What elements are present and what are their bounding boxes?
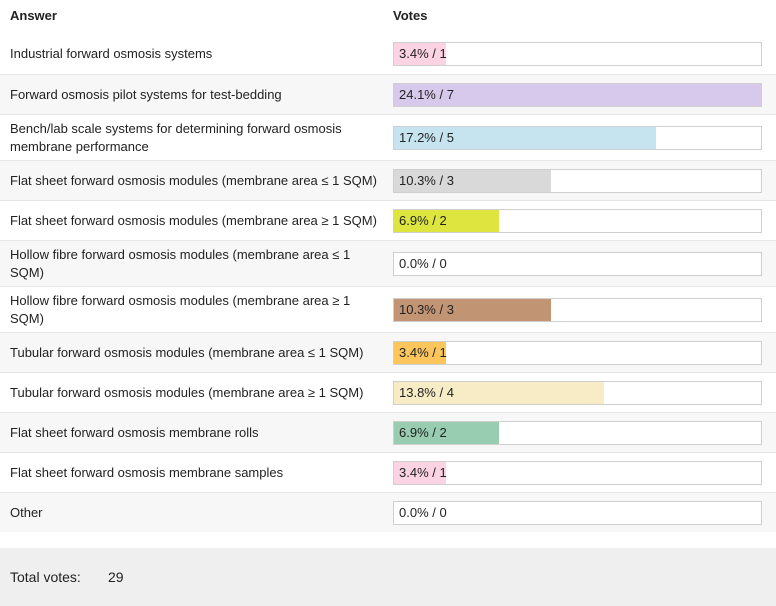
vote-bar-label: 13.8% / 4 [399,385,454,400]
vote-bar-track: 3.4% / 1 [393,42,762,66]
vote-bar [394,210,499,232]
answer-label: Flat sheet forward osmosis modules (memb… [10,173,377,188]
answer-label: Hollow fibre forward osmosis modules (me… [10,293,351,326]
answer-label: Flat sheet forward osmosis modules (memb… [10,213,377,228]
vote-bar-track: 6.9% / 2 [393,209,762,233]
vote-bar-label: 10.3% / 3 [399,302,454,317]
poll-row: Other 0.0% / 0 [0,492,776,532]
vote-bar-label: 3.4% / 1 [399,465,447,480]
answer-label: Other [10,505,43,520]
vote-bar-track: 10.3% / 3 [393,298,762,322]
poll-row: Bench/lab scale systems for determining … [0,114,776,160]
answer-column-header: Answer [10,8,57,23]
poll-row: Flat sheet forward osmosis membrane samp… [0,452,776,492]
answer-label: Forward osmosis pilot systems for test-b… [10,87,282,102]
poll-row: Hollow fibre forward osmosis modules (me… [0,286,776,332]
vote-bar-track: 6.9% / 2 [393,421,762,445]
poll-row: Industrial forward osmosis systems 3.4% /… [0,34,776,74]
vote-bar [394,462,446,484]
answer-label: Hollow fibre forward osmosis modules (me… [10,247,351,280]
vote-bar [394,299,551,321]
poll-row: Forward osmosis pilot systems for test-b… [0,74,776,114]
poll-row: Flat sheet forward osmosis membrane roll… [0,412,776,452]
answer-label: Tubular forward osmosis modules (membran… [10,385,364,400]
vote-bar-label: 10.3% / 3 [399,173,454,188]
poll-row: Tubular forward osmosis modules (membran… [0,332,776,372]
vote-bar [394,43,446,65]
answer-label: Industrial forward osmosis systems [10,46,213,61]
vote-bar-label: 17.2% / 5 [399,130,454,145]
vote-bar-label: 0.0% / 0 [399,256,447,271]
total-votes-bar: Total votes: 29 [0,548,776,606]
answer-label: Tubular forward osmosis modules (membran… [10,345,364,360]
vote-bar [394,84,761,106]
vote-bar-label: 24.1% / 7 [399,87,454,102]
vote-bar-track: 0.0% / 0 [393,252,762,276]
vote-bar-label: 6.9% / 2 [399,213,447,228]
vote-bar-track: 24.1% / 7 [393,83,762,107]
vote-bar [394,342,446,364]
vote-bar-label: 6.9% / 2 [399,425,447,440]
vote-bar [394,170,551,192]
vote-bar-track: 17.2% / 5 [393,126,762,150]
poll-row: Hollow fibre forward osmosis modules (me… [0,240,776,286]
poll-row: Flat sheet forward osmosis modules (memb… [0,200,776,240]
poll-row: Flat sheet forward osmosis modules (memb… [0,160,776,200]
poll-row: Tubular forward osmosis modules (membran… [0,372,776,412]
vote-bar-track: 3.4% / 1 [393,341,762,365]
answer-label: Flat sheet forward osmosis membrane samp… [10,465,284,480]
vote-bar-label: 3.4% / 1 [399,345,447,360]
vote-bar-track: 3.4% / 1 [393,461,762,485]
vote-bar-track: 10.3% / 3 [393,169,762,193]
vote-bar-track: 0.0% / 0 [393,501,762,525]
total-votes-value: 29 [108,569,124,585]
vote-bar-label: 0.0% / 0 [399,505,447,520]
vote-bar [394,422,499,444]
vote-bar [394,382,604,404]
vote-bar [394,127,656,149]
total-votes-label: Total votes: [10,569,81,585]
vote-bar-label: 3.4% / 1 [399,46,447,61]
answer-label: Bench/lab scale systems for determining … [10,121,342,154]
poll-header: Answer Votes [0,0,776,34]
votes-column-header: Votes [393,8,428,23]
vote-bar-track: 13.8% / 4 [393,381,762,405]
answer-label: Flat sheet forward osmosis membrane roll… [10,425,259,440]
